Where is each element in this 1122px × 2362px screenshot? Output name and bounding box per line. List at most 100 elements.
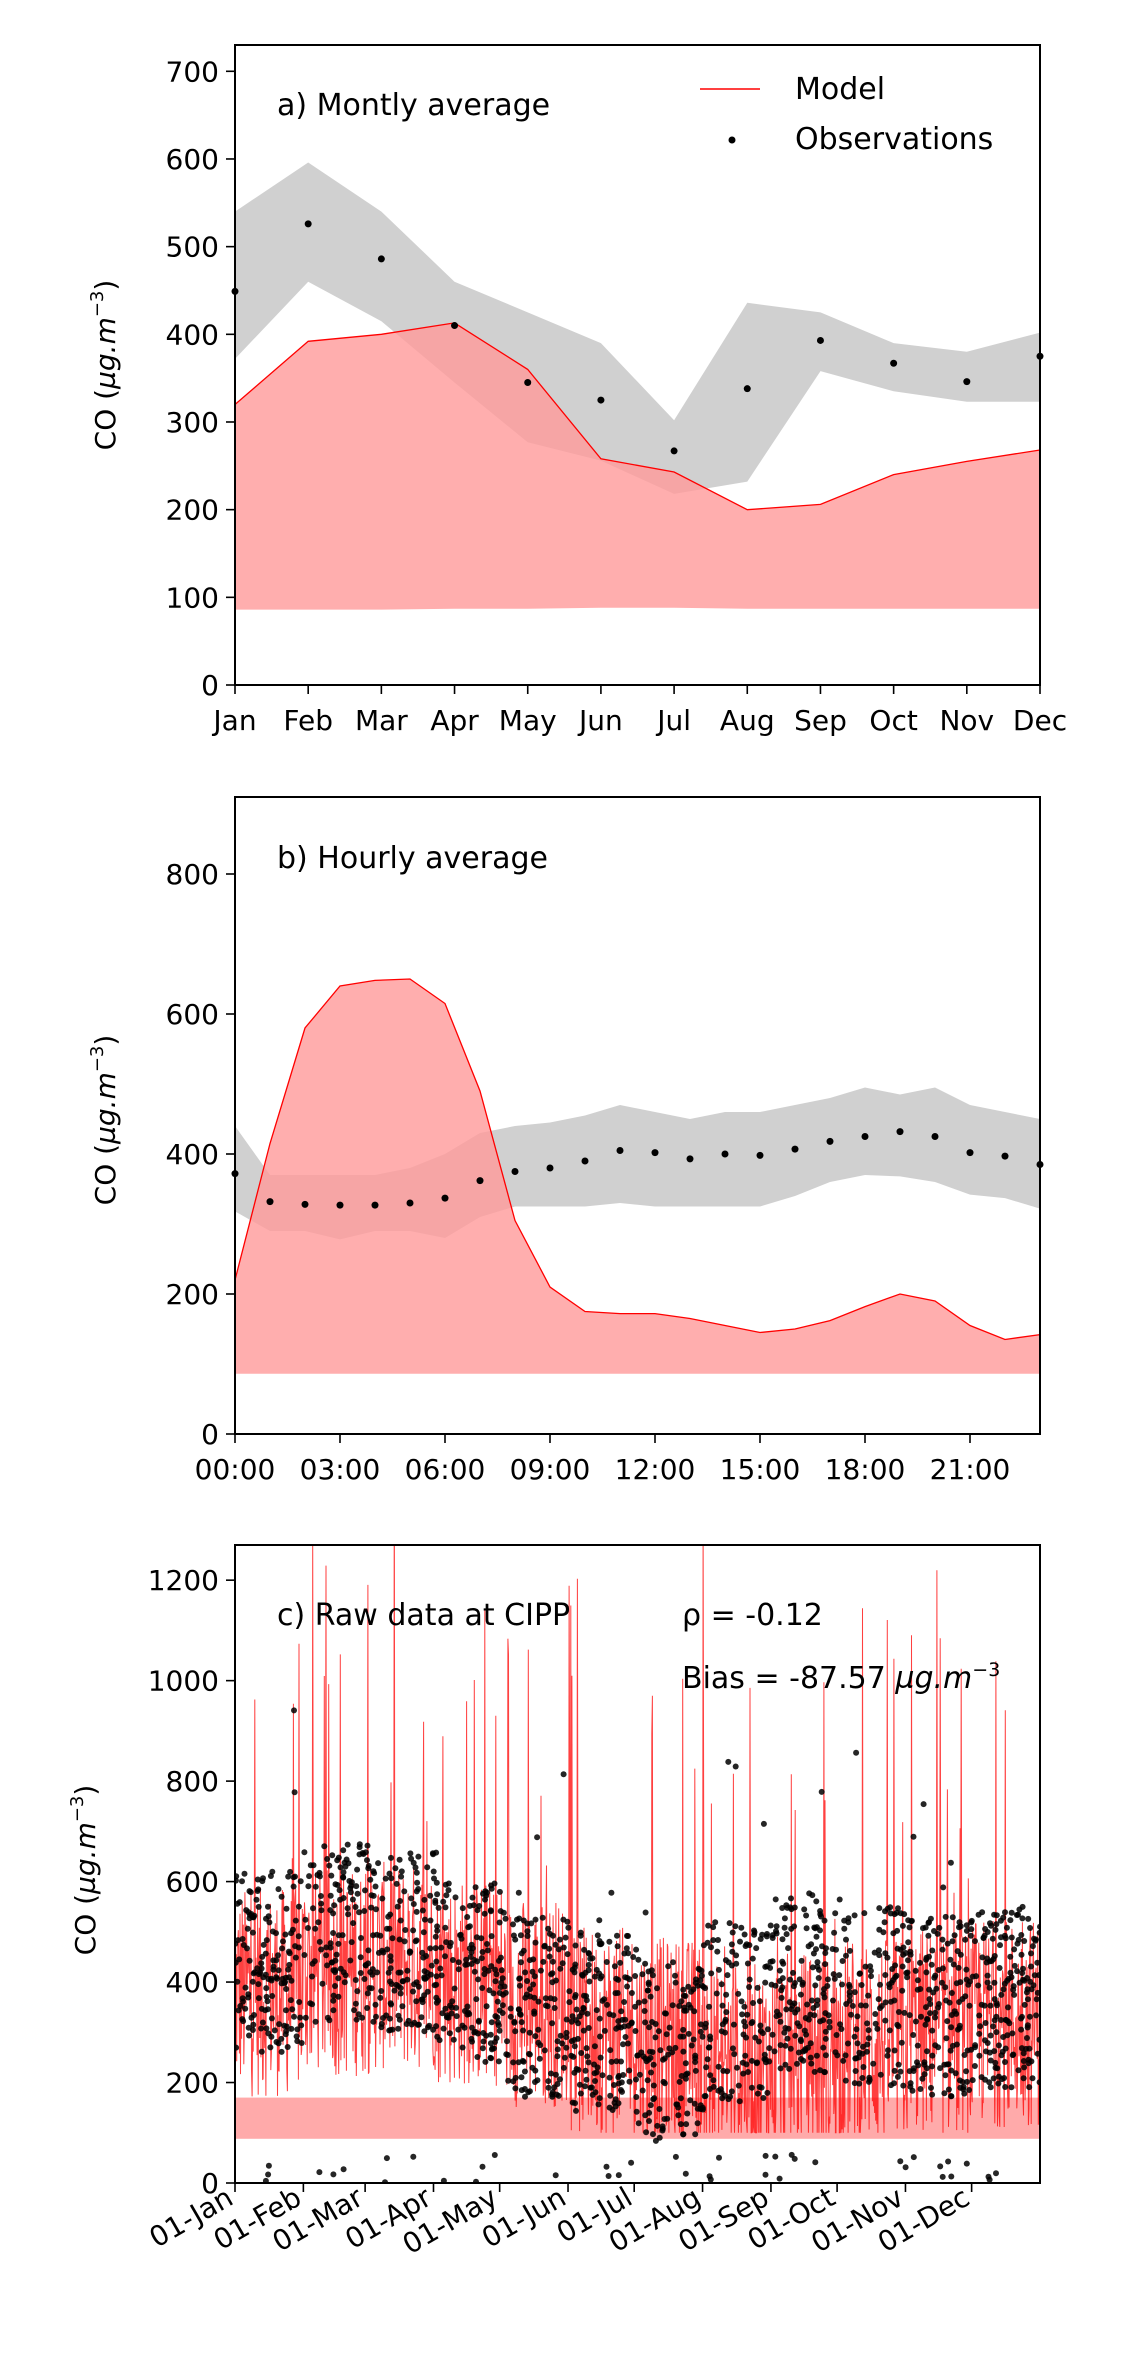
observation-point bbox=[541, 1943, 548, 1950]
observation-point bbox=[584, 2010, 591, 2017]
observation-point bbox=[598, 1940, 605, 1947]
observation-point bbox=[487, 2031, 494, 2038]
panel-c-ytick-label: 1200 bbox=[148, 1564, 219, 1597]
observation-point bbox=[572, 1942, 579, 1949]
observation-point bbox=[676, 2078, 683, 2085]
observation-point bbox=[293, 2033, 300, 2040]
observation-point bbox=[624, 1983, 631, 1990]
observation-point bbox=[963, 1922, 970, 1929]
panel-a-ytick-label: 200 bbox=[166, 494, 219, 527]
observation-point bbox=[518, 2087, 525, 2094]
observation-point bbox=[621, 1999, 628, 2005]
observation-point bbox=[813, 2052, 820, 2059]
panel-a-ytick-label: 700 bbox=[166, 55, 219, 88]
observation-point bbox=[642, 2112, 649, 2119]
observation-point bbox=[585, 2059, 592, 2066]
observation-point bbox=[516, 1975, 523, 1982]
observation-point bbox=[947, 2047, 954, 2054]
panel-a-xtick-label: Apr bbox=[430, 704, 479, 737]
observation-point bbox=[641, 1998, 648, 2005]
observation-point bbox=[848, 2011, 854, 2018]
observation-point bbox=[925, 1919, 932, 1926]
observation-point bbox=[684, 2110, 691, 2117]
legend-observations-label: Observations bbox=[795, 122, 993, 157]
observation-point bbox=[818, 1788, 825, 1795]
observation-point bbox=[682, 1993, 689, 1999]
observation-point bbox=[699, 2033, 706, 2040]
observation-point bbox=[373, 2013, 379, 2020]
observation-point bbox=[935, 1967, 942, 1973]
observation-point bbox=[975, 1982, 982, 1989]
observation-point bbox=[735, 2082, 742, 2089]
observation-point bbox=[1000, 2034, 1007, 2040]
observation-point bbox=[630, 1954, 637, 1960]
observation-point bbox=[640, 2053, 647, 2060]
observation-point bbox=[549, 1958, 556, 1965]
observation-point bbox=[365, 1947, 372, 1954]
observation-point bbox=[398, 1873, 405, 1880]
observation-point bbox=[678, 1998, 685, 2005]
observation-point bbox=[690, 1986, 697, 1993]
observation-point bbox=[714, 1948, 721, 1955]
observation-point bbox=[468, 1941, 475, 1948]
observation-point bbox=[1011, 1991, 1018, 1998]
observation-point bbox=[515, 2059, 522, 2066]
observation-point bbox=[830, 1997, 836, 2004]
observation-point bbox=[760, 2095, 767, 2101]
observation-point bbox=[754, 2090, 761, 2097]
observation-point bbox=[849, 2002, 856, 2009]
observation-point bbox=[403, 2021, 410, 2027]
observation-point bbox=[511, 2018, 518, 2025]
observation-point bbox=[991, 1953, 998, 1959]
observation-point bbox=[754, 1984, 761, 1991]
panel-b-hourly-average: 0 200 400 600 800 00:00 03:00 06:00 09:00 12:00 15… bbox=[87, 796, 1044, 1486]
observation-point bbox=[692, 2067, 699, 2074]
observation-point bbox=[842, 2052, 849, 2059]
observation-point bbox=[488, 1933, 495, 1940]
observation-point bbox=[995, 2042, 1002, 2049]
observation-point bbox=[901, 2009, 908, 2016]
observation-point bbox=[1009, 2030, 1016, 2037]
observation-point bbox=[344, 1841, 351, 1848]
observation-point bbox=[400, 1978, 406, 1985]
observation-point bbox=[737, 1938, 743, 1945]
observation-point bbox=[1010, 1986, 1017, 1993]
observation-point bbox=[762, 1979, 769, 1986]
panel-b-ytick-label: 600 bbox=[166, 998, 219, 1031]
observation-point bbox=[440, 1898, 447, 1905]
observation-point bbox=[582, 2083, 588, 2090]
observation-point bbox=[356, 1841, 363, 1848]
observation-point bbox=[822, 2052, 829, 2059]
observation-point bbox=[478, 1935, 485, 1942]
observation-point bbox=[698, 1967, 705, 1974]
observation-point bbox=[1020, 2050, 1027, 2057]
panel-a-ytick-label: 0 bbox=[201, 669, 219, 702]
observation-point bbox=[486, 1987, 493, 1994]
observation-point bbox=[628, 2159, 635, 2166]
observation-point bbox=[760, 1820, 767, 1827]
observation-point bbox=[617, 1959, 624, 1966]
observation-point bbox=[650, 2096, 657, 2103]
panel-a-xtick-label: Feb bbox=[283, 704, 333, 737]
observation-point bbox=[692, 2131, 699, 2138]
observation-point bbox=[906, 1924, 913, 1931]
observation-point bbox=[577, 1932, 584, 1939]
observation-point bbox=[340, 2166, 347, 2173]
observation-point bbox=[701, 2093, 708, 2100]
observation-point bbox=[448, 2010, 455, 2017]
observation-point bbox=[275, 1952, 281, 1959]
observation-point bbox=[287, 1868, 294, 1875]
observation-point bbox=[535, 1998, 542, 2005]
observation-point bbox=[259, 1878, 266, 1885]
observation-point bbox=[984, 1929, 991, 1935]
observation-point bbox=[421, 2028, 428, 2035]
observation-point bbox=[1008, 2084, 1015, 2091]
observation-point bbox=[1026, 2013, 1033, 2020]
observation-point bbox=[438, 1944, 445, 1951]
observation-point bbox=[418, 2014, 425, 2021]
observation-point bbox=[425, 2024, 431, 2031]
observation-point bbox=[330, 2171, 337, 2178]
observation-point bbox=[862, 2002, 869, 2009]
observation-point bbox=[620, 2041, 626, 2048]
observation-point bbox=[276, 2021, 283, 2028]
